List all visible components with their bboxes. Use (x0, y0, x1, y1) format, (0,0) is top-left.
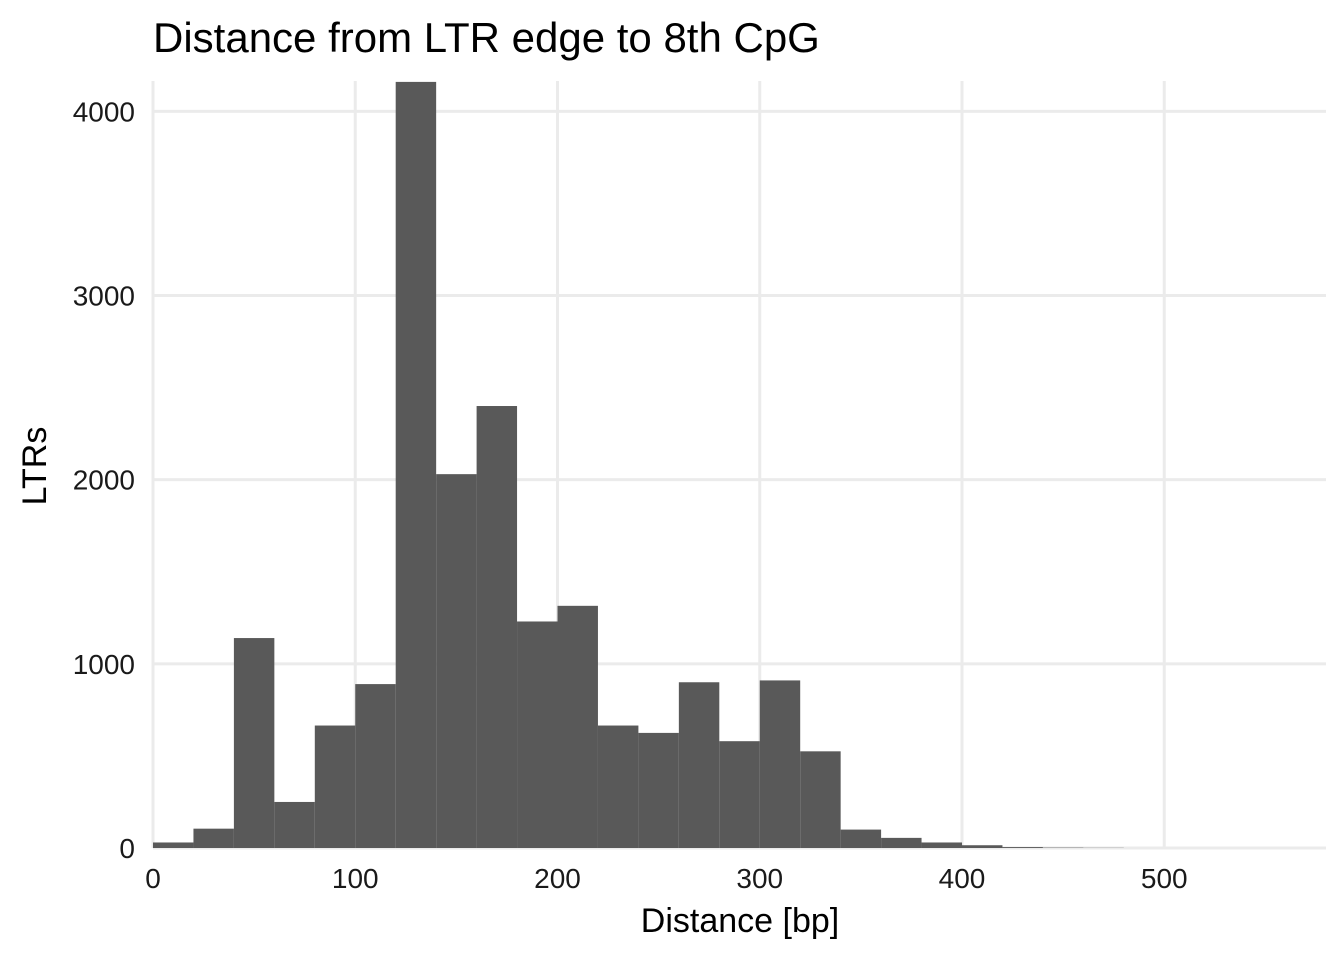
histogram-bar (476, 406, 518, 848)
histogram-bar (314, 725, 356, 848)
histogram-bar (193, 828, 234, 848)
y-tick-label: 3000 (73, 281, 135, 312)
y-axis-label: LTRs (16, 427, 54, 506)
histogram-bar (719, 741, 760, 848)
histogram-bar (1002, 847, 1043, 848)
histogram-bar (840, 829, 882, 848)
y-tick-label: 4000 (73, 96, 135, 127)
histogram-bar (153, 842, 194, 848)
x-tick-label: 400 (939, 863, 986, 894)
x-tick-label: 0 (145, 863, 161, 894)
x-tick-label: 200 (534, 863, 581, 894)
bars-layer (153, 81, 1124, 848)
histogram-bar (638, 732, 679, 848)
histogram-bar (355, 684, 396, 848)
histogram-bar (881, 837, 922, 848)
histogram-bar (962, 845, 1003, 848)
histogram-bar (517, 621, 558, 848)
histogram-bar (921, 842, 962, 848)
ticks-layer: 0 100 200 300 400 500 0 1000 2000 3000 4000 (73, 96, 1188, 894)
histogram-bar (274, 801, 315, 848)
y-tick-label: 2000 (73, 465, 135, 496)
histogram-bar (800, 751, 841, 848)
chart-title: Distance from LTR edge to 8th CpG (153, 14, 820, 61)
x-axis-label: Distance [bp] (641, 902, 839, 940)
histogram-bar (436, 474, 477, 848)
histogram-bar (557, 605, 598, 848)
histogram-bar (597, 725, 639, 848)
x-tick-label: 500 (1141, 863, 1188, 894)
x-tick-label: 300 (736, 863, 783, 894)
histogram-bar (233, 638, 275, 848)
histogram-bar (759, 680, 801, 848)
x-tick-label: 100 (332, 863, 379, 894)
y-tick-label: 1000 (73, 649, 135, 680)
histogram-bar (678, 682, 720, 848)
histogram-bar (395, 81, 437, 848)
y-tick-label: 0 (119, 833, 135, 864)
